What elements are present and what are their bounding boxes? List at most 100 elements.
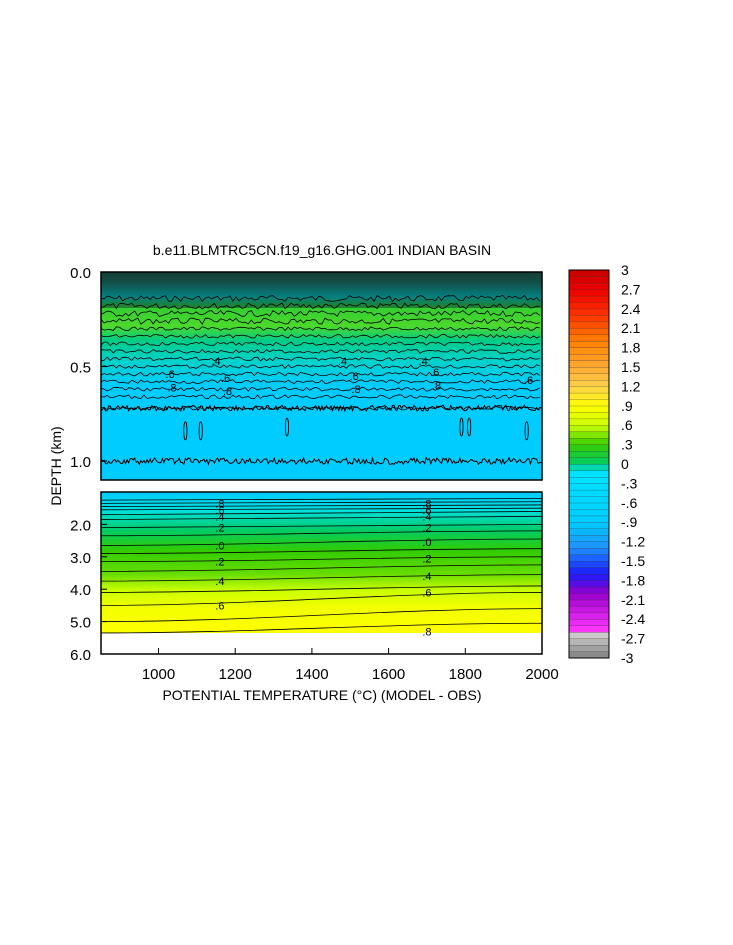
chart-title: b.e11.BLMTRC5CN.f19_g16.GHG.001 INDIAN B… [153,242,491,258]
colorbar-label: -1.2 [621,534,645,550]
lower-contour-line [100,556,543,563]
colorbar-swatch [568,315,610,323]
colorbar-swatch [568,522,610,529]
colorbar-swatch [568,547,610,555]
colorbar-swatch [568,373,610,381]
colorbar-swatch [568,509,610,517]
colorbar-swatch [568,599,610,607]
contour-label: .6 [215,505,224,517]
colorbar-label: 2.1 [621,320,641,336]
lower-contour-line [100,515,543,520]
colorbar-swatch [568,295,610,303]
contour-label: .4 [215,576,224,588]
upper-contour-line [100,302,540,310]
colorbar-swatch [568,341,610,348]
colorbar-swatch [568,560,610,568]
lower-contour-line [100,524,543,529]
colorbar-label: -.6 [621,495,638,511]
colorbar-swatch [568,425,610,432]
colorbar-swatch [568,502,610,510]
colorbar-swatch [568,399,610,407]
upper-contour-line [100,326,540,332]
colorbar-swatch [568,302,610,310]
colorbar-swatch [568,554,610,562]
upper-panel: .6.8.4.6.8.4.6.8.4.6.8.6 0.00.51.0 [70,265,543,481]
colorbar-swatch [568,360,610,368]
colorbar-label: -1.8 [621,572,645,588]
contour-label: .4 [422,511,431,523]
colorbar-label: -.3 [621,475,638,491]
colorbar-label: 0 [621,456,629,472]
colorbar-label: .9 [621,398,633,414]
colorbar-swatch [568,515,610,523]
upper-y-ticks: 0.0 0.5 1.0 [70,265,107,471]
contour-label: .6 [422,587,431,599]
colorbar-swatch [568,418,610,426]
colorbar-swatch [568,334,610,342]
colorbar-swatch [568,379,610,387]
upper-contour-loop [467,417,472,437]
y-axis-label: DEPTH (km) [48,426,64,505]
upper-contour-line [101,405,540,411]
upper-panel-frame [100,271,543,481]
colorbar-swatch [568,366,610,374]
upper-contour-line [100,386,540,392]
contour-label: .2 [215,523,224,535]
contour-label: .8 [422,626,431,638]
lower-contour-line [100,530,543,537]
lower-contours [100,498,543,634]
colorbar-swatch [568,328,610,335]
upper-contour-line [100,341,540,347]
lower-contour-line [100,564,543,572]
contour-label: .8 [432,380,441,392]
lower-contour-line [100,511,543,516]
contour-label: .8 [223,386,232,398]
colorbar-swatch [568,347,610,355]
upper-contour-line [100,294,541,303]
colorbar-label: 1.5 [621,359,641,375]
upper-contour-line [100,356,540,362]
colorbar-label: -.9 [621,514,638,530]
colorbar-swatch [568,289,610,297]
colorbar-swatch [568,606,610,614]
upper-contour-line [100,317,540,325]
colorbar-label: 1.8 [621,340,641,356]
lower-contour-line [100,538,543,546]
contour-label: .8 [215,498,224,510]
colorbar-swatch [568,438,610,445]
x-tick-label: 1000 [142,666,175,683]
colorbar-swatch [568,470,610,478]
lower-contour-line [100,574,543,582]
lower-contour-line [100,608,543,622]
lower-y-tick-label: 3.0 [70,550,91,567]
colorbar-swatch [568,444,610,452]
lower-y-tick-label: 5.0 [70,615,91,632]
contour-label: .4 [338,356,347,368]
upper-panel-field [101,272,542,480]
colorbar-label: -2.4 [621,611,645,627]
colorbar-swatch [568,580,610,588]
colorbar-label: -1.5 [621,553,645,569]
colorbar-swatch [568,392,610,400]
colorbar-label: 2.4 [621,301,641,317]
colorbar-swatch [568,457,610,465]
colorbar-swatch [568,593,610,601]
contour-label: .2 [215,557,224,569]
colorbar-label: -2.7 [621,631,645,647]
lower-y-tick-label: 6.0 [70,647,91,664]
upper-contour-line [100,371,540,377]
upper-contour-line [100,364,540,370]
lower-contour-line [100,585,543,593]
colorbar-swatch [568,405,610,413]
colorbar-swatch [568,638,610,646]
colorbar-swatch [568,450,610,458]
contour-label: .4 [215,511,224,523]
lower-contour-labels: .8.6.4.2.0.2.4.6.8.6.4.2.0.2.4.6.8 [215,498,431,638]
upper-boundary-line [100,456,542,466]
upper-contour-labels: .6.8.4.6.8.4.6.8.4.6.8.6 [165,356,533,398]
lower-panel-frame [100,491,543,655]
colorbar-frame [568,269,610,659]
upper-y-tick-label: 1.0 [70,454,91,471]
contour-label: .8 [422,498,431,510]
